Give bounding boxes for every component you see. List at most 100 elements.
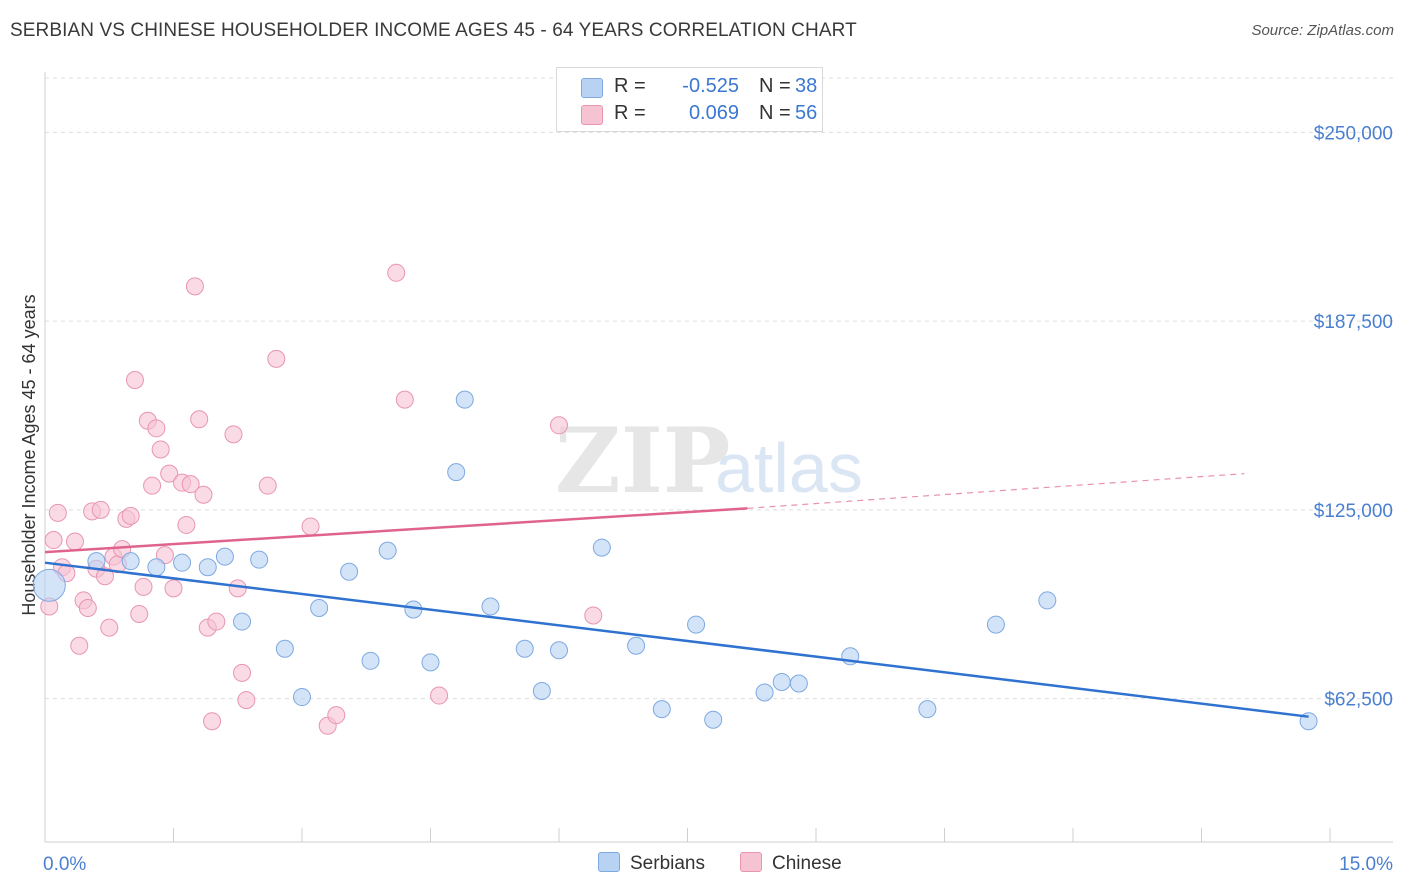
data-point-serbians — [789, 674, 808, 693]
data-point-chinese — [130, 605, 149, 624]
data-point-chinese — [267, 349, 286, 368]
x-tick-labels: 0.0% 15.0% — [43, 854, 1393, 875]
data-point-chinese — [121, 506, 140, 525]
data-point-chinese — [143, 476, 162, 495]
gridlines — [45, 77, 1393, 700]
data-point-chinese — [91, 500, 110, 519]
data-point-serbians — [1038, 591, 1057, 610]
data-point-serbians — [772, 672, 791, 691]
source-credit[interactable]: Source: ZipAtlas.com — [1251, 22, 1394, 39]
data-point-chinese — [44, 531, 63, 550]
data-point-serbians — [32, 568, 66, 602]
data-point-serbians — [455, 390, 474, 409]
data-point-serbians — [147, 558, 166, 577]
trend-line-chinese — [44, 507, 748, 554]
data-point-chinese — [550, 416, 568, 435]
series-serbians — [32, 390, 1318, 731]
data-point-chinese — [224, 425, 243, 444]
data-point-chinese — [301, 517, 320, 536]
data-point-chinese — [65, 532, 84, 551]
x-tick-label: 15.0% — [1339, 854, 1393, 875]
data-point-chinese — [233, 663, 252, 682]
data-point-chinese — [95, 567, 114, 586]
data-point-chinese — [134, 577, 153, 596]
data-point-chinese — [100, 618, 119, 637]
data-point-chinese — [177, 515, 196, 534]
data-point-serbians — [173, 553, 192, 572]
data-point-serbians — [250, 550, 269, 569]
data-point-serbians — [310, 598, 329, 617]
serbians-legend-swatch — [598, 852, 620, 872]
chinese-legend-swatch — [740, 852, 762, 872]
legend-item-serbians[interactable]: Serbians — [598, 852, 705, 875]
data-point-chinese — [70, 636, 89, 655]
data-point-chinese — [125, 371, 144, 389]
data-point-serbians — [378, 541, 397, 560]
chart-title: SERBIAN VS CHINESE HOUSEHOLDER INCOME AG… — [10, 20, 857, 41]
data-point-chinese — [164, 579, 183, 598]
data-point-serbians — [121, 552, 140, 571]
data-point-chinese — [207, 612, 226, 631]
data-point-chinese — [185, 277, 204, 296]
serbians-legend-label: Serbians — [630, 853, 705, 874]
data-point-chinese — [237, 691, 256, 710]
series-chinese — [40, 263, 603, 735]
y-tick-label: $187,500 — [1314, 312, 1393, 333]
y-tick-label: $125,000 — [1314, 501, 1393, 522]
legend-item-chinese[interactable]: Chinese — [740, 852, 842, 875]
trend-lines — [44, 473, 1309, 718]
n-value: 56 — [795, 102, 818, 124]
data-point-chinese — [147, 419, 166, 438]
data-point-serbians — [447, 463, 466, 482]
data-point-chinese — [584, 606, 603, 625]
data-point-serbians — [627, 636, 646, 655]
data-point-chinese — [387, 263, 406, 282]
r-label: R = — [614, 75, 646, 97]
data-point-serbians — [481, 597, 500, 616]
data-point-serbians — [687, 615, 706, 634]
data-point-serbians — [532, 682, 551, 701]
watermark-atlas: atlas — [715, 429, 863, 507]
data-point-serbians — [293, 688, 311, 707]
data-point-chinese — [190, 410, 209, 429]
data-point-serbians — [515, 639, 534, 658]
data-point-serbians — [340, 562, 359, 581]
r-value: 0.069 — [688, 102, 739, 124]
data-point-chinese — [430, 686, 449, 705]
data-point-serbians — [755, 683, 774, 702]
data-point-serbians — [704, 710, 723, 729]
n-value: 38 — [795, 75, 818, 97]
data-point-chinese — [78, 598, 97, 617]
data-point-chinese — [160, 464, 179, 483]
data-point-chinese — [327, 706, 346, 725]
serbians-swatch — [581, 78, 603, 98]
chinese-legend-label: Chinese — [772, 853, 842, 874]
data-point-chinese — [258, 476, 277, 495]
r-label: R = — [614, 102, 646, 124]
r-value: -0.525 — [682, 75, 739, 97]
trend-line-serbians — [44, 561, 1309, 718]
data-point-serbians — [233, 612, 252, 631]
data-point-serbians — [592, 538, 611, 557]
data-point-chinese — [203, 712, 222, 731]
chinese-swatch — [581, 105, 603, 125]
y-tick-label: $62,500 — [1324, 690, 1393, 711]
n-label: N = — [759, 75, 791, 97]
data-point-serbians — [215, 547, 234, 566]
data-point-serbians — [918, 700, 937, 719]
y-axis-label: Householder Income Ages 45 - 64 years — [19, 294, 39, 615]
data-point-chinese — [48, 503, 67, 522]
data-point-chinese — [151, 440, 170, 459]
axes — [44, 72, 1393, 843]
data-point-chinese — [228, 579, 247, 598]
correlation-legend: R = -0.525 N = 38 R = 0.069 N = 56 — [556, 67, 823, 132]
data-point-serbians — [550, 641, 568, 660]
data-point-chinese — [395, 390, 414, 409]
n-label: N = — [759, 102, 791, 124]
data-point-chinese — [181, 475, 200, 494]
data-point-serbians — [361, 651, 380, 670]
data-point-chinese — [194, 485, 213, 504]
y-tick-label: $250,000 — [1314, 123, 1393, 144]
x-tick-label: 0.0% — [43, 854, 86, 875]
